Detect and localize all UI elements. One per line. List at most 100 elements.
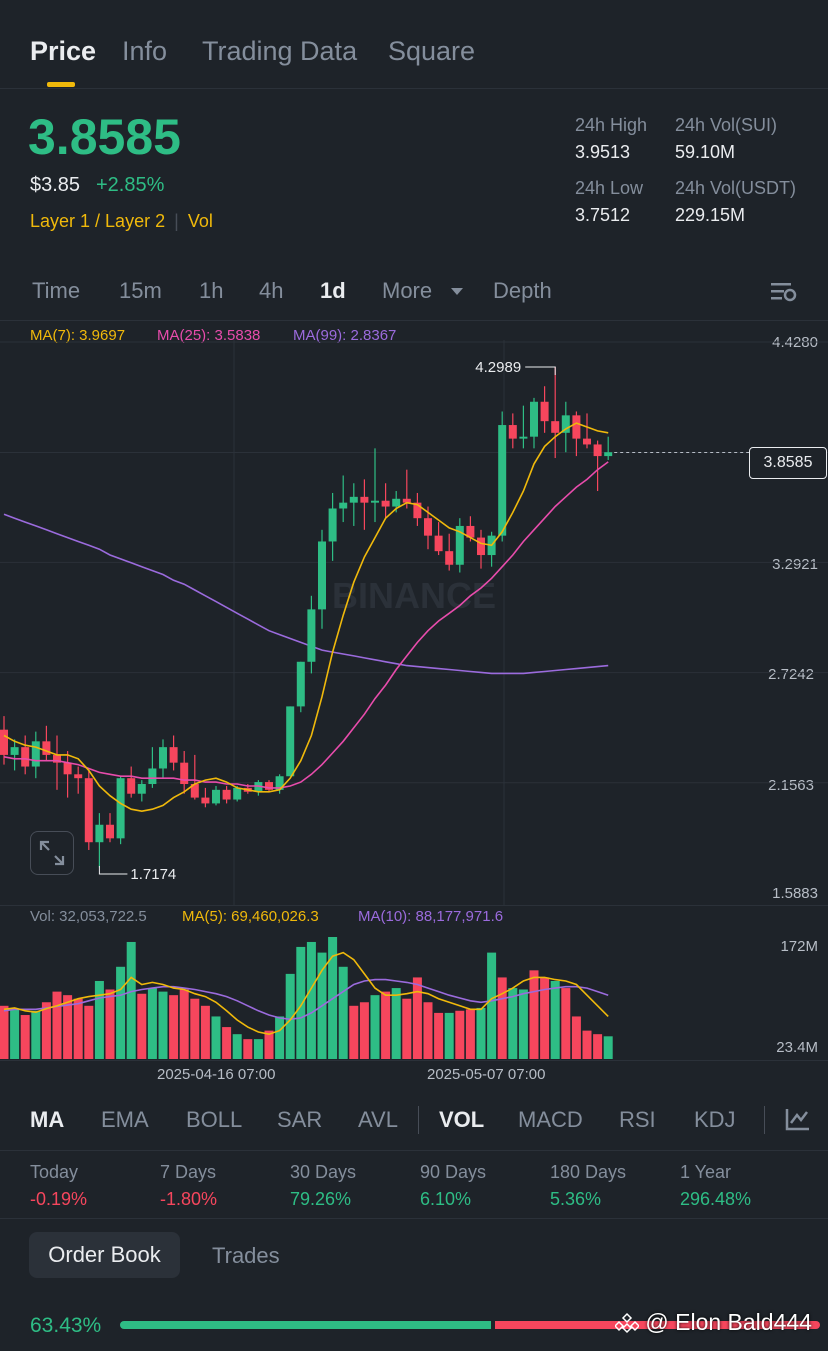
volume-bar xyxy=(105,989,115,1059)
candle-body xyxy=(159,747,167,769)
volume-bar xyxy=(126,941,136,1059)
volume-bar xyxy=(455,1010,465,1059)
timeframe-1d[interactable]: 1d xyxy=(320,278,346,303)
indicator-ma[interactable]: MA xyxy=(30,1107,65,1132)
volume-bar xyxy=(243,1039,253,1059)
candle-body xyxy=(31,741,40,767)
tag-layer[interactable]: Layer 1 / Layer 2 xyxy=(30,211,166,231)
vol-legend: Vol: 32,053,722.5 xyxy=(30,908,147,925)
perf-label: 1 Year xyxy=(680,1162,732,1182)
candle-body xyxy=(21,747,30,767)
perf-value: 296.48% xyxy=(680,1189,752,1209)
candle-body xyxy=(265,782,273,790)
candle-body xyxy=(381,500,390,507)
volume-bar xyxy=(391,988,401,1059)
indicator-vol[interactable]: VOL xyxy=(439,1107,485,1132)
bottom-divider xyxy=(0,1218,828,1219)
timeframe-time[interactable]: Time xyxy=(32,278,81,303)
candle-body xyxy=(339,502,348,509)
date-label: 2025-05-07 07:00 xyxy=(427,1066,546,1083)
volume-bar xyxy=(232,1034,242,1059)
volume-bar xyxy=(147,988,157,1059)
volume-bar xyxy=(84,1005,94,1059)
chevron-down-icon[interactable] xyxy=(450,287,464,297)
candle-body xyxy=(180,762,189,785)
tab-square[interactable]: Square xyxy=(388,36,476,66)
volume-chart[interactable] xyxy=(0,905,828,1060)
candle-body xyxy=(583,438,591,445)
volume-bar xyxy=(73,998,83,1059)
volume-bar xyxy=(94,980,104,1059)
price-axis-label: 3.2921 xyxy=(772,556,818,573)
indicator-boll[interactable]: BOLL xyxy=(186,1107,243,1132)
timeframe-4h[interactable]: 4h xyxy=(259,278,284,303)
ma7-line xyxy=(3,422,609,813)
candlestick-chart[interactable]: BINANCE 4.2989 1.7174 xyxy=(0,320,828,905)
perf-label: 90 Days xyxy=(420,1162,487,1182)
price-axis-label: 1.5883 xyxy=(772,885,818,902)
candle-body xyxy=(508,425,517,439)
volume-axis-label: 23.4M xyxy=(776,1039,818,1056)
indicator-rsi[interactable]: RSI xyxy=(619,1107,656,1132)
candle-body xyxy=(455,525,464,565)
volume-bar xyxy=(253,1039,263,1059)
volume-bar xyxy=(412,977,422,1059)
user-watermark: @ Elon Bald444 xyxy=(613,1309,812,1336)
ratio-sell-fill xyxy=(495,1321,820,1329)
timeframe-depth[interactable]: Depth xyxy=(493,278,552,303)
low-marker-line xyxy=(98,865,128,875)
tag-vol[interactable]: Vol xyxy=(187,211,213,231)
indicator-avl[interactable]: AVL xyxy=(358,1107,398,1132)
candle-body xyxy=(307,609,316,662)
candle-body xyxy=(0,729,8,755)
volume-bar xyxy=(497,977,507,1059)
timeframe-more[interactable]: More xyxy=(382,278,433,303)
volume-bar xyxy=(137,993,147,1059)
indicator-sar[interactable]: SAR xyxy=(277,1107,323,1132)
volume-bar xyxy=(593,1034,603,1059)
tab-trades[interactable]: Trades xyxy=(212,1243,280,1268)
chart-settings-icon[interactable] xyxy=(770,280,798,304)
timeframe-15m[interactable]: 15m xyxy=(119,278,162,303)
tab-trading-data[interactable]: Trading Data xyxy=(202,36,358,66)
ma25-line xyxy=(3,461,609,789)
tab-info[interactable]: Info xyxy=(122,36,168,66)
high-marker-label: 4.2989 xyxy=(475,359,521,376)
volume-bar xyxy=(465,1009,475,1059)
candle-body xyxy=(201,797,210,804)
volume-bar xyxy=(179,989,189,1059)
candle-body xyxy=(402,498,411,503)
candle-body xyxy=(137,784,146,794)
perf-label: 180 Days xyxy=(550,1162,627,1182)
timeframe-1h[interactable]: 1h xyxy=(199,278,224,303)
tab-order-book[interactable]: Order Book xyxy=(29,1232,180,1278)
indicator-settings-icon[interactable] xyxy=(785,1107,811,1131)
volume-bar xyxy=(381,991,391,1059)
ma99-line xyxy=(3,513,609,675)
perf-value: 5.36% xyxy=(550,1189,602,1209)
candle-body xyxy=(540,401,549,422)
volume-bar xyxy=(31,1010,41,1059)
candle-body xyxy=(371,500,379,503)
volume-bar xyxy=(540,977,550,1059)
candle-body xyxy=(190,784,199,798)
volume-bar xyxy=(338,966,348,1059)
category-tags[interactable]: Layer 1 / Layer 2 | Vol xyxy=(30,211,213,232)
volume-bar xyxy=(582,1030,592,1059)
indicator-macd[interactable]: MACD xyxy=(518,1107,583,1132)
volume-bar xyxy=(275,1016,285,1059)
candle-body xyxy=(445,551,454,565)
expand-button[interactable] xyxy=(30,831,74,875)
volume-bar xyxy=(603,1036,613,1059)
volume-bar xyxy=(264,1030,274,1059)
candle-body xyxy=(116,778,125,839)
candle-body xyxy=(318,541,326,610)
candle-body xyxy=(296,661,305,707)
tab-price[interactable]: Price xyxy=(30,36,97,66)
candle-body xyxy=(106,824,114,839)
candle-body xyxy=(498,425,507,536)
current-price-tag: 3.8585 xyxy=(749,447,827,479)
high-marker-line xyxy=(525,366,556,376)
indicator-kdj[interactable]: KDJ xyxy=(694,1107,736,1132)
indicator-ema[interactable]: EMA xyxy=(101,1107,149,1132)
